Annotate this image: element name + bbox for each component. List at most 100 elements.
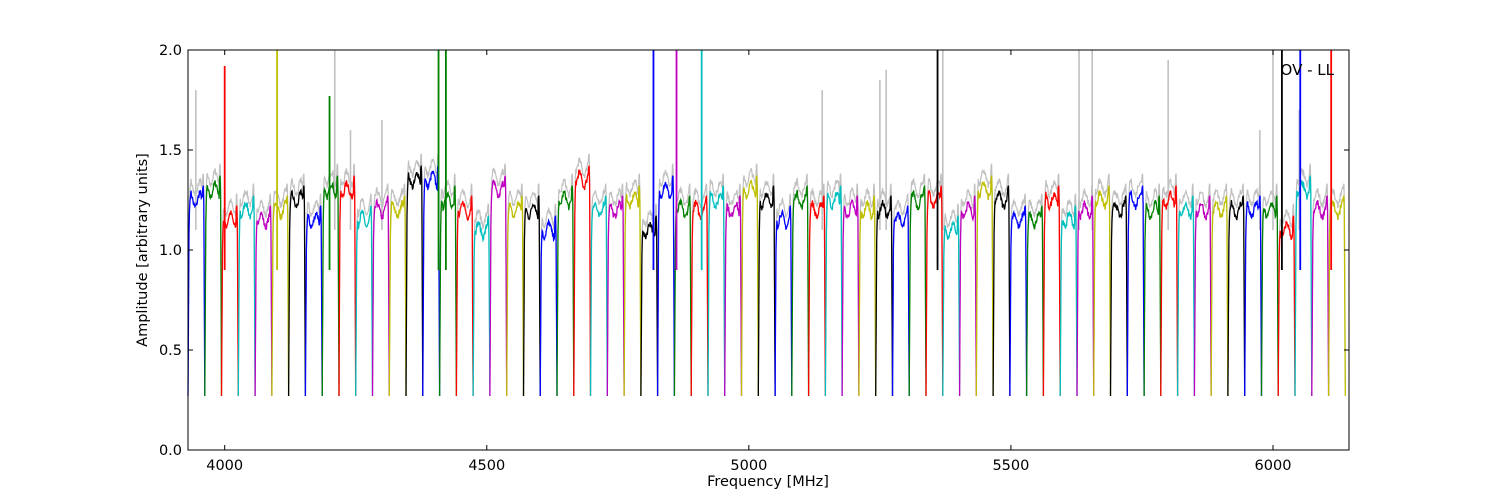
channel-line-63	[1244, 195, 1263, 397]
channel-line-5	[271, 195, 290, 397]
channel-line-67	[1311, 195, 1330, 397]
channel-line-55	[1109, 195, 1128, 397]
x-tick-label-1: 4500	[468, 458, 505, 474]
channel-line-25	[606, 195, 625, 397]
channel-line-27	[640, 215, 659, 397]
channel-line-42	[891, 205, 910, 397]
background-trace-49	[1009, 193, 1028, 385]
background-trace-17	[472, 203, 491, 385]
channel-line-31	[707, 185, 726, 397]
channel-line-3	[237, 195, 256, 397]
channel-line-33	[740, 175, 759, 397]
channel-line-0	[187, 185, 206, 397]
channel-line-52	[1059, 205, 1078, 397]
background-trace-10	[355, 193, 374, 385]
background-trace-20	[522, 183, 541, 385]
y-tick-label-3: 1.5	[159, 143, 182, 159]
background-trace-58	[1160, 173, 1179, 385]
background-trace-45	[942, 203, 961, 385]
background-trace-15	[439, 173, 457, 385]
channel-line-43	[908, 185, 927, 397]
channel-line-47	[975, 175, 994, 397]
channel-line-48	[992, 185, 1011, 397]
background-trace-6	[288, 173, 306, 385]
background-trace-63	[1244, 183, 1263, 385]
channel-line-22	[556, 185, 575, 397]
x-tick-label-4: 6000	[1255, 458, 1292, 474]
channel-line-19	[506, 195, 525, 397]
channel-line-61	[1210, 195, 1229, 397]
channel-line-38	[824, 185, 843, 397]
x-tick-label-0: 4000	[206, 458, 243, 474]
channel-line-59	[1176, 195, 1196, 397]
background-trace-3	[237, 183, 256, 385]
channel-line-32	[724, 195, 743, 397]
background-trace-11	[371, 183, 390, 385]
y-axis-ticks: 0.0 0.5 1.0 1.5 2.0	[159, 43, 1349, 459]
background-trace-16	[455, 183, 474, 385]
background-trace-35	[774, 193, 793, 385]
channel-line-57	[1143, 195, 1162, 397]
channel-line-16	[455, 195, 474, 397]
channel-line-44	[925, 185, 944, 397]
background-trace-51	[1042, 173, 1061, 385]
background-trace-31	[707, 173, 726, 385]
background-trace-4	[254, 193, 273, 385]
background-trace-38	[824, 173, 843, 385]
background-trace-32	[724, 183, 743, 385]
background-trace-60	[1193, 183, 1212, 385]
background-trace-44	[925, 173, 944, 385]
channel-line-8	[321, 175, 340, 397]
channel-line-41	[875, 195, 894, 397]
channel-line-45	[942, 215, 961, 397]
channel-line-7	[304, 205, 323, 397]
channel-line-49	[1009, 205, 1028, 397]
channel-line-46	[958, 195, 977, 397]
channel-line-18	[489, 175, 508, 397]
background-trace-7	[304, 193, 323, 385]
channel-line-20	[522, 195, 541, 397]
background-trace-12	[388, 183, 407, 385]
background-trace-56	[1126, 173, 1145, 385]
channel-line-51	[1042, 185, 1061, 397]
channel-line-12	[388, 195, 407, 397]
channel-line-24	[589, 195, 608, 397]
background-trace-25	[606, 183, 625, 385]
background-trace-42	[891, 193, 910, 385]
channel-line-39	[841, 195, 860, 397]
background-trace-23	[573, 153, 592, 385]
background-trace-57	[1143, 183, 1162, 385]
channel-line-60	[1193, 195, 1212, 397]
plot-background	[188, 50, 1349, 450]
background-trace-30	[690, 183, 709, 385]
channel-line-28	[656, 175, 676, 397]
channel-line-15	[438, 185, 458, 397]
background-trace-18	[489, 163, 508, 385]
background-trace-40	[858, 183, 877, 385]
background-series	[187, 50, 1346, 385]
channel-line-23	[573, 165, 592, 397]
channel-line-37	[807, 195, 827, 397]
x-axis-title: Frequency [MHz]	[707, 474, 829, 490]
y-axis-title: Amplitude [arbitrary units]	[135, 153, 151, 347]
background-trace-50	[1026, 193, 1044, 385]
y-tick-label-0: 0.0	[159, 443, 182, 459]
background-trace-67	[1311, 183, 1330, 385]
channel-line-1	[204, 175, 223, 397]
x-tick-label-3: 5500	[992, 458, 1029, 474]
channel-line-40	[858, 195, 877, 397]
y-tick-label-1: 0.5	[159, 343, 182, 359]
background-trace-59	[1177, 183, 1195, 385]
background-trace-5	[271, 183, 290, 385]
channel-line-11	[371, 195, 390, 397]
channel-line-4	[254, 205, 273, 397]
channel-line-10	[355, 205, 374, 397]
y-tick-label-4: 2.0	[159, 43, 182, 59]
plot-annotation: OV - LL	[1281, 61, 1335, 79]
background-trace-13	[405, 153, 424, 385]
background-trace-34	[757, 173, 776, 385]
background-trace-19	[506, 183, 525, 385]
background-trace-36	[791, 173, 810, 385]
channel-line-54	[1093, 185, 1112, 397]
channel-line-66	[1294, 175, 1313, 397]
